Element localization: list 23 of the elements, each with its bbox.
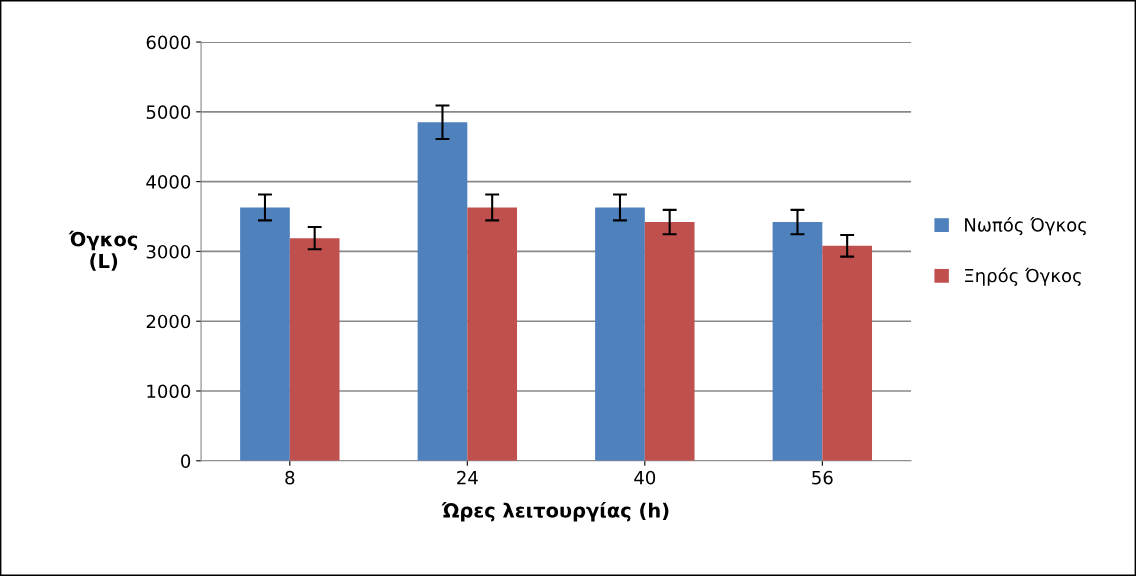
- bar: [289, 238, 340, 461]
- bar: [772, 222, 823, 461]
- x-tick-label: 40: [634, 470, 656, 485]
- y-tick-label: 2000: [146, 314, 191, 329]
- legend-label: Νωπός Όγκος: [965, 216, 1087, 236]
- y-tick-label: 5000: [146, 105, 191, 119]
- y-tick-label: 6000: [146, 35, 191, 50]
- bar: [240, 207, 290, 461]
- legend-label: Ξηρός Όγκος: [965, 267, 1081, 286]
- x-axis-title: Ώρες λειτουργίας (h): [441, 501, 669, 522]
- bar: [822, 245, 873, 461]
- y-tick-label: 4000: [146, 175, 191, 189]
- y-axis-title: Όγκος (L): [68, 230, 138, 271]
- x-tick-label: 8: [285, 470, 295, 485]
- bar: [644, 222, 695, 461]
- y-tick-label: 1000: [147, 384, 191, 399]
- bar: [467, 207, 518, 461]
- bar: [595, 207, 645, 461]
- x-tick-label: 56: [812, 470, 833, 485]
- y-tick-label: 3000: [146, 244, 191, 259]
- bar: [417, 122, 468, 461]
- y-tick-label: 0: [181, 454, 191, 468]
- x-tick-label: 24: [457, 470, 478, 485]
